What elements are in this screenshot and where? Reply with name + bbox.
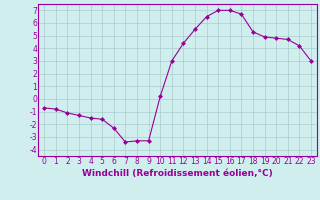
X-axis label: Windchill (Refroidissement éolien,°C): Windchill (Refroidissement éolien,°C) <box>82 169 273 178</box>
